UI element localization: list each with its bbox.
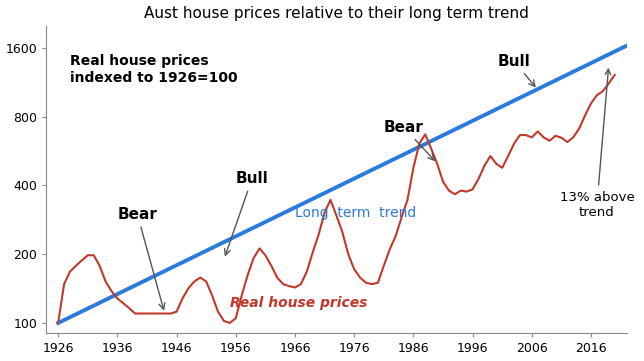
- Text: Bull: Bull: [225, 171, 269, 255]
- Text: Real house prices: Real house prices: [230, 296, 367, 309]
- Text: 13% above
trend: 13% above trend: [560, 69, 634, 218]
- Text: Real house prices
indexed to 1926=100: Real house prices indexed to 1926=100: [70, 55, 238, 84]
- Text: Long  term  trend: Long term trend: [295, 206, 416, 220]
- Text: Bear: Bear: [117, 206, 165, 309]
- Text: Bear: Bear: [384, 120, 434, 160]
- Text: Bull: Bull: [498, 54, 535, 86]
- Title: Aust house prices relative to their long term trend: Aust house prices relative to their long…: [144, 5, 529, 21]
